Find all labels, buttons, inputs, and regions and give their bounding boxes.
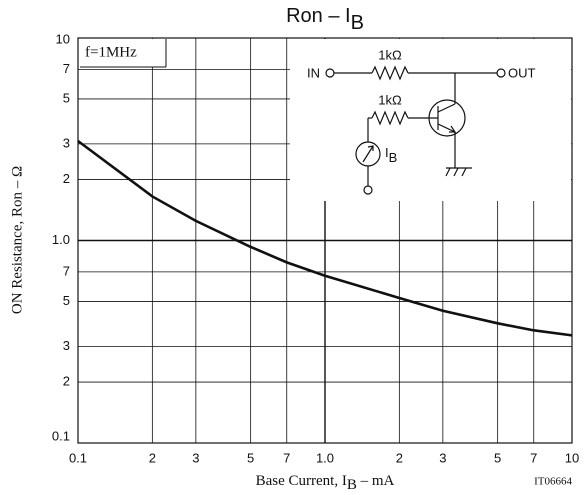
x-tick-label: 5 [494, 450, 501, 465]
terminal [363, 185, 373, 195]
y-tick-label: 10 [56, 31, 70, 46]
x-tick-label: 2 [149, 450, 156, 465]
x-tick-label: 7 [283, 450, 290, 465]
terminal [496, 68, 506, 78]
out-label: OUT [508, 65, 536, 80]
y-tick-label: 3 [63, 135, 70, 150]
y-tick-label: 2 [63, 373, 70, 388]
x-tick-label: 5 [247, 450, 254, 465]
y-tick-label: 5 [63, 293, 70, 308]
y-tick-label: 3 [63, 338, 70, 353]
meter-label: IB [385, 145, 397, 165]
figure-code: IT06664 [534, 476, 572, 488]
ammeter-needle [367, 145, 374, 151]
resistor [371, 110, 409, 126]
x-tick-label: 2 [396, 450, 403, 465]
condition-background [80, 39, 166, 67]
x-tick-label: 3 [192, 450, 199, 465]
condition: f=1MHz [85, 44, 137, 60]
ammeter-needle [362, 145, 374, 163]
chart-title: Ron – IB [286, 5, 364, 34]
y-axis-label: ON Resistance, Ron – Ω [9, 166, 25, 314]
collector [437, 103, 456, 113]
plot-frame [77, 37, 573, 444]
title-sub: B [351, 12, 364, 34]
title-text: Ron – I [286, 5, 350, 27]
meter-label: I [385, 145, 389, 160]
x-tick-label: 3 [439, 450, 446, 465]
x-label-sub: B [347, 477, 357, 493]
resistor [371, 65, 409, 81]
resistor-label: 1kΩ [378, 92, 402, 107]
meter-sub: B [389, 150, 398, 165]
in-label: IN [307, 65, 320, 80]
inset-background [290, 39, 571, 201]
x-tick-label: 1.0 [316, 450, 334, 465]
x-tick-label: 10 [565, 450, 579, 465]
x-label-text: Base Current, I [256, 473, 347, 489]
y-tick-label: 7 [63, 263, 70, 278]
y-tick-label: 7 [63, 61, 70, 76]
y-tick-label: 5 [63, 90, 70, 105]
emitter [437, 123, 456, 133]
ground [445, 167, 451, 177]
y-tick-label: 0.1 [52, 428, 70, 443]
ground [453, 167, 459, 177]
curve [77, 139, 573, 337]
resistor-label: 1kΩ [378, 47, 402, 62]
x-axis-label: Base Current, IB – mA [256, 473, 395, 493]
x-label-unit: – mA [357, 473, 395, 489]
x-tick-label: 7 [530, 450, 537, 465]
ground [461, 167, 467, 177]
circuit [325, 65, 506, 195]
x-tick-label: 0.1 [69, 450, 87, 465]
y-tick-label: 2 [63, 171, 70, 186]
y-tick-label: 1.0 [52, 232, 70, 247]
